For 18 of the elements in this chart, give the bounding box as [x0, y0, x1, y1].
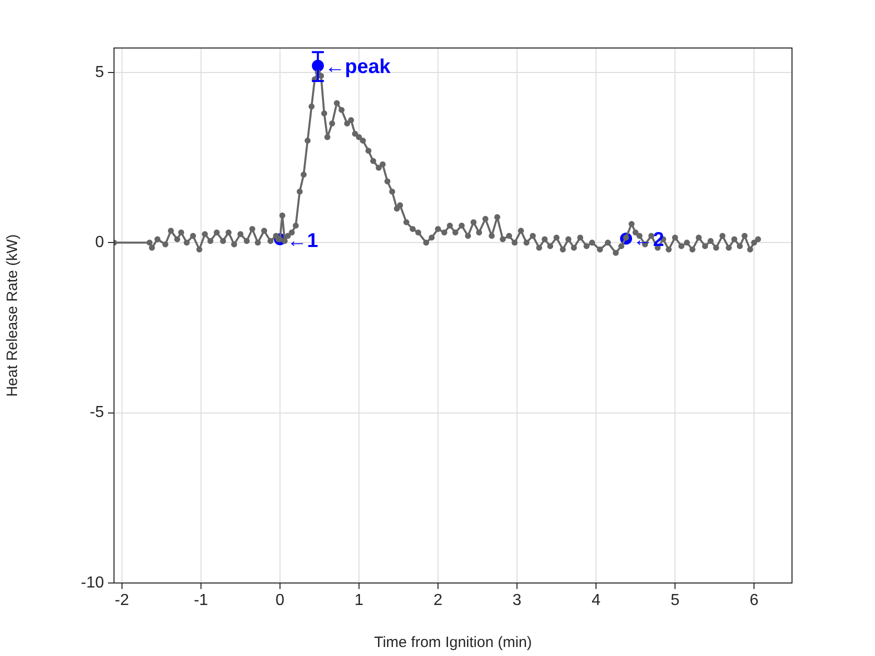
x-tick-label: 2: [434, 592, 443, 610]
x-tick-label: 3: [512, 592, 522, 610]
x-tick-label: -1: [194, 592, 208, 610]
x-tick-label: 5: [670, 592, 680, 610]
x-tick-label: 0: [275, 592, 284, 610]
x-tick-label: 6: [750, 592, 759, 610]
y-tick-label: 0: [95, 234, 104, 252]
x-tick-label: 1: [354, 592, 364, 610]
y-axis-title: Heat Release Rate (kW): [4, 234, 22, 397]
annotation: ←peak: [324, 56, 392, 78]
y-tick-label: 5: [95, 64, 104, 81]
x-axis-title: Time from Ignition (min): [374, 634, 532, 652]
annotation: ←2: [633, 229, 664, 252]
y-tick-label: -10: [80, 574, 104, 592]
annotation: ←1: [286, 230, 318, 252]
x-tick-label: -2: [114, 592, 130, 610]
y-tick-label: -5: [90, 404, 104, 422]
x-tick-label: 4: [592, 592, 601, 610]
